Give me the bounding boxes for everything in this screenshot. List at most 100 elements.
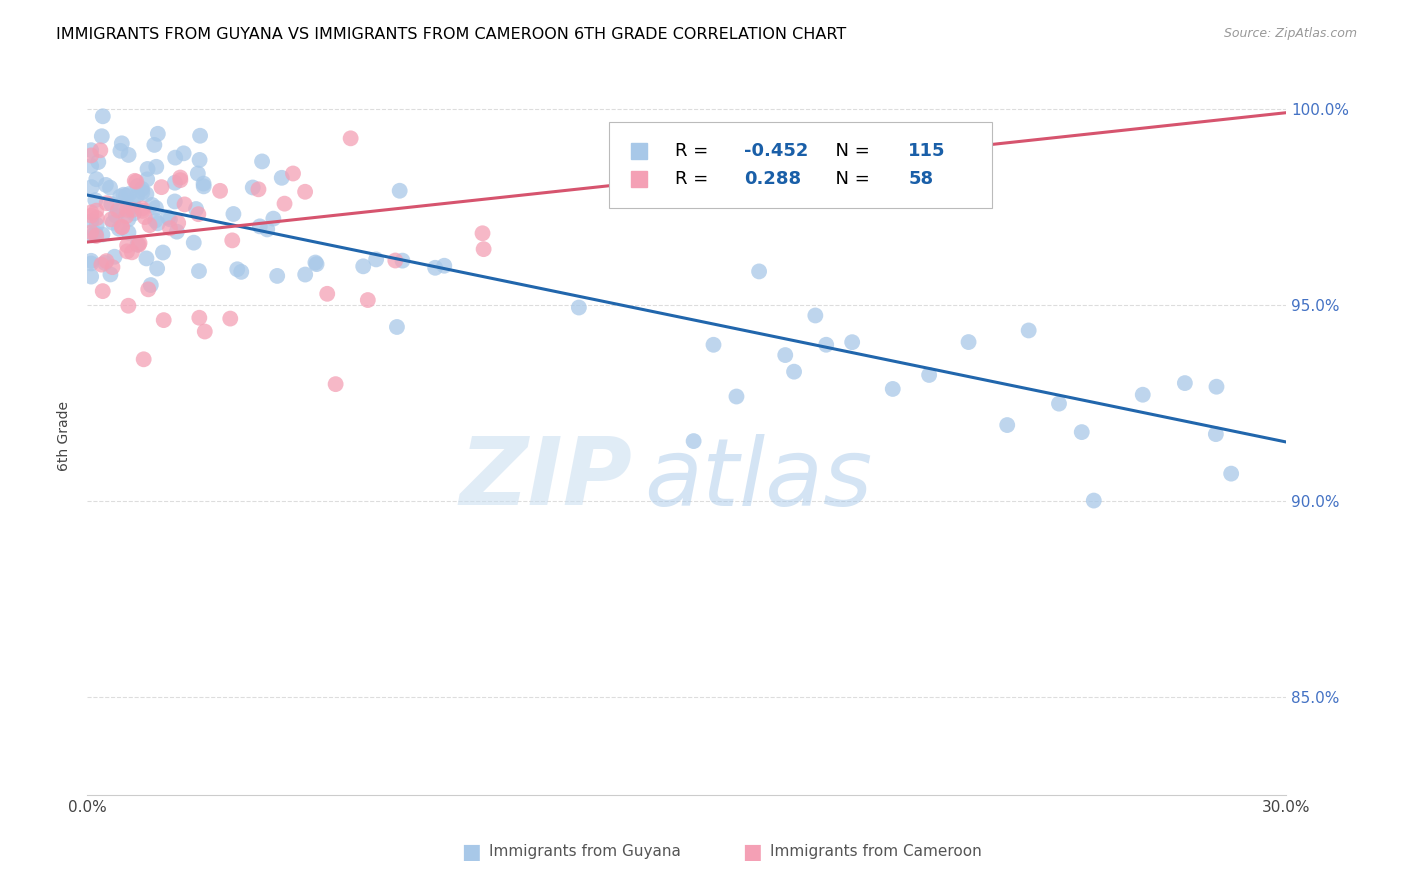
Point [80,225,103,239]
Point [90,129,112,144]
Point [222,207,245,221]
Point [815,337,838,351]
Point [221,233,243,247]
Point [80,180,103,194]
Point [193,177,215,191]
Text: N =: N = [824,170,876,188]
Point [104,209,127,223]
Point [163,194,186,209]
Point [94,178,117,192]
Point [121,245,143,260]
Point [127,237,149,252]
Point [188,310,211,325]
Point [80,269,103,284]
Point [1047,397,1070,411]
Text: R =: R = [675,142,714,160]
Point [433,259,456,273]
Point [117,202,139,217]
Point [117,226,139,240]
Point [1174,376,1197,390]
Y-axis label: 6th Grade: 6th Grade [58,401,72,471]
Point [94,256,117,270]
Point [98,180,121,194]
Point [115,210,138,224]
Point [136,172,159,186]
Point [117,212,139,227]
Point [366,252,388,267]
Point [384,253,406,268]
Point [918,368,941,382]
Point [115,188,138,202]
Point [166,225,188,239]
Point [91,284,114,298]
Point [294,268,316,282]
Text: -0.452: -0.452 [744,142,808,160]
Point [121,202,143,217]
Point [136,161,159,176]
Point [159,221,181,235]
Point [91,109,114,123]
Point [111,220,134,235]
Point [108,221,131,235]
Point [183,235,205,250]
Point [702,338,724,352]
Point [110,189,132,203]
Point [187,207,209,221]
Point [80,214,103,228]
Point [194,325,217,339]
Point [143,137,166,152]
Point [748,264,770,278]
Point [773,348,796,362]
Point [120,201,142,215]
Point [957,334,980,349]
Point [82,228,104,243]
Point [131,202,153,216]
Point [804,309,827,323]
Point [841,335,863,350]
Point [188,264,211,278]
Point [388,184,411,198]
Point [118,187,141,202]
Point [231,265,253,279]
Point [568,301,591,315]
Point [111,136,134,151]
Point [281,167,304,181]
Point [305,257,328,271]
Point [131,185,153,199]
Point [146,127,169,141]
Point [115,244,138,259]
Point [294,185,316,199]
Point [391,253,413,268]
Point [357,293,380,307]
Point [226,262,249,277]
Text: 115: 115 [908,142,946,160]
Point [145,201,167,215]
Point [1205,380,1227,394]
Point [316,286,339,301]
Point [256,222,278,236]
Point [138,218,160,232]
Text: 0.288: 0.288 [744,170,801,188]
Point [86,218,108,232]
FancyBboxPatch shape [609,122,993,208]
Point [156,211,179,225]
Point [882,382,904,396]
Point [108,203,131,218]
Text: atlas: atlas [644,434,873,524]
Point [249,219,271,234]
Point [80,209,103,223]
Point [100,212,122,227]
Point [101,260,124,274]
Point [100,268,122,282]
Point [266,268,288,283]
Point [169,173,191,187]
Point [127,188,149,202]
Point [150,180,173,194]
Point [262,211,284,226]
Point [136,282,159,296]
Point [103,250,125,264]
Point [325,377,347,392]
Point [187,167,209,181]
Point [270,170,292,185]
Point [84,172,107,186]
